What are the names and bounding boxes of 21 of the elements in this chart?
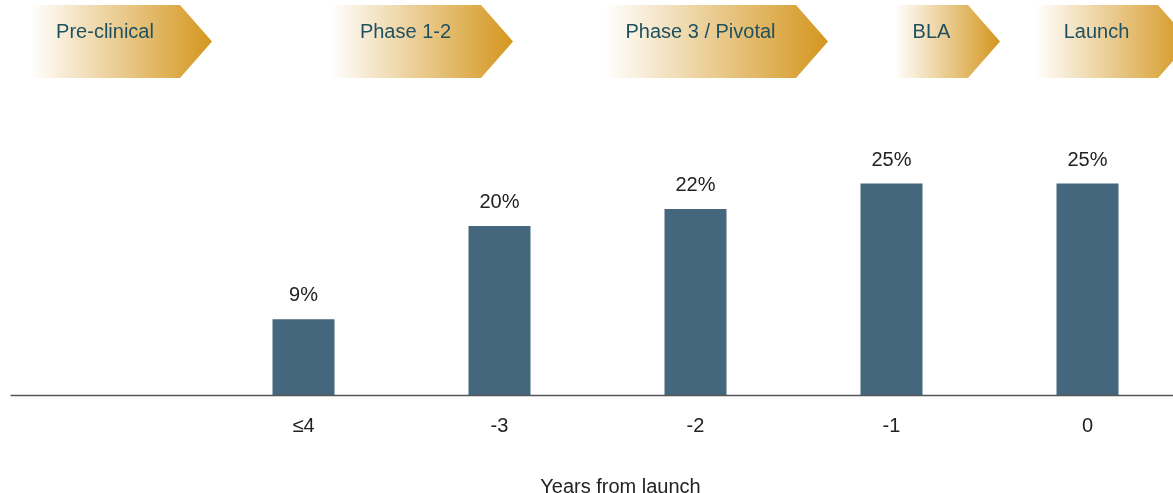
bar (664, 208, 727, 396)
bar (1056, 183, 1119, 396)
text: Launch (1063, 20, 1130, 43)
x-tick-label: -1 (882, 413, 901, 436)
x-tick-label: ≤4 (292, 413, 315, 436)
text: Phase 1-2 (359, 20, 452, 43)
data-label: 25% (871, 147, 912, 170)
data-label: 20% (479, 189, 520, 212)
bar (272, 319, 335, 396)
x-tick-label: -2 (686, 413, 705, 436)
bar (860, 183, 923, 396)
x-axis-title: Years from launch (540, 474, 701, 493)
x-tick-label: -3 (490, 413, 509, 436)
x-tick-label: 0 (1081, 413, 1094, 436)
bar (468, 225, 531, 396)
data-label: 22% (675, 172, 716, 195)
data-label: 25% (1067, 147, 1108, 170)
text: Phase 3 / Pivotal (625, 20, 776, 43)
data-label: 9% (289, 283, 319, 306)
text: Pre-clinical (56, 20, 154, 43)
text: BLA (912, 20, 952, 43)
